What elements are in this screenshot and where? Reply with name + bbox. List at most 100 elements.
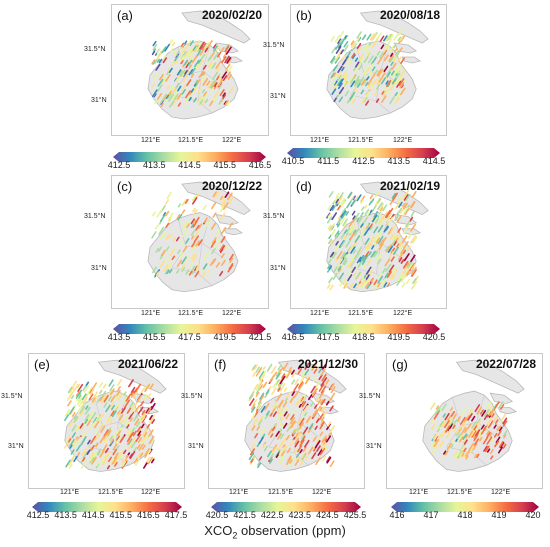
observation-streak — [402, 249, 407, 254]
observation-streak — [220, 199, 226, 207]
observation-streak — [358, 64, 363, 71]
observation-streak — [286, 447, 291, 454]
observation-streak — [69, 408, 75, 416]
observation-streak — [351, 210, 356, 216]
observation-streak — [211, 96, 218, 104]
observation-streak — [304, 368, 310, 376]
observation-streak — [433, 433, 438, 440]
colorbar-tick-label: 415.5 — [109, 510, 133, 520]
observation-streak — [260, 370, 267, 379]
observation-streak — [337, 71, 342, 78]
observation-streak — [184, 50, 189, 58]
observation-streak — [113, 402, 120, 412]
colorbar-f — [211, 499, 361, 512]
observation-streak — [285, 370, 292, 379]
observation-streak — [207, 55, 213, 62]
observation-streak — [354, 64, 361, 73]
observation-streak — [389, 79, 395, 86]
observation-streak — [152, 43, 158, 51]
observation-streak — [302, 446, 307, 453]
observation-streak — [278, 401, 283, 409]
observation-streak — [75, 396, 79, 402]
panel-date: 2020/12/22 — [201, 179, 262, 193]
observation-streak — [297, 428, 301, 434]
observation-streak — [210, 86, 215, 93]
observation-streak — [143, 431, 148, 438]
panel-label: (f) — [214, 357, 227, 372]
observation-streak — [227, 192, 233, 201]
observation-streak — [373, 216, 378, 224]
observation-streak — [305, 453, 310, 459]
observation-streak — [365, 100, 370, 106]
observation-streak — [317, 398, 322, 405]
observation-streak — [190, 67, 196, 75]
observation-streak — [388, 250, 394, 259]
observation-streak — [404, 208, 410, 216]
observation-streak — [184, 95, 191, 104]
observation-streak — [164, 199, 170, 205]
observation-streak — [136, 452, 142, 459]
observation-streak — [129, 432, 133, 438]
observation-streak — [385, 209, 391, 219]
observation-streak — [331, 212, 338, 221]
observation-streak — [382, 267, 387, 274]
observation-streak — [165, 210, 170, 217]
observation-streak — [79, 409, 85, 416]
observation-streak — [164, 268, 169, 275]
lat-label-bottom: 31°N — [366, 443, 382, 450]
observation-streak — [90, 411, 97, 420]
colorbar-tick-label: 419.5 — [213, 332, 237, 342]
observation-streak — [377, 198, 382, 204]
colorbar-tick-label: 414.5 — [422, 156, 446, 166]
observation-streak — [351, 52, 356, 59]
observation-streak — [272, 411, 277, 417]
observation-streak — [195, 224, 200, 231]
observation-streak — [103, 453, 107, 459]
observation-streak — [122, 396, 128, 404]
observation-streak — [281, 373, 286, 379]
observation-streak — [192, 45, 197, 51]
observation-streak — [175, 236, 180, 242]
observation-streak — [123, 414, 129, 423]
observation-streak — [391, 62, 397, 71]
observation-streak — [362, 80, 367, 85]
observation-streak — [327, 421, 332, 427]
colorbar-tick-label: 412.5 — [352, 156, 375, 166]
observation-streak — [334, 56, 340, 64]
observation-streak — [383, 35, 388, 42]
observation-streak — [202, 94, 208, 101]
observation-streak — [320, 368, 326, 376]
observation-streak — [434, 407, 440, 416]
observation-streak — [94, 415, 100, 424]
observation-streak — [382, 49, 387, 56]
observation-streak — [399, 69, 406, 77]
observation-streak — [441, 403, 447, 412]
observation-streak — [288, 366, 293, 373]
observation-streak — [337, 82, 343, 90]
observation-streak — [326, 212, 331, 219]
observation-streak — [379, 239, 385, 247]
observation-streak — [220, 253, 225, 259]
observation-streak — [220, 46, 225, 53]
lon-label-2: 121.5°E — [98, 489, 123, 496]
observation-streak — [297, 364, 302, 370]
observation-streak — [335, 240, 339, 246]
observation-streak — [453, 451, 458, 457]
observation-streak — [318, 374, 323, 381]
observation-streak — [396, 235, 401, 242]
observation-streak — [285, 413, 290, 420]
observation-streak — [283, 422, 288, 429]
observation-streak — [130, 392, 135, 398]
observation-streak — [102, 383, 107, 389]
observation-streak — [156, 48, 161, 54]
observation-streak — [211, 237, 217, 244]
observation-streak — [112, 448, 118, 456]
colorbar-d — [287, 321, 440, 334]
observation-streak — [64, 413, 70, 422]
observation-streak — [86, 449, 91, 455]
observation-streak — [225, 71, 231, 79]
observation-streak — [345, 211, 350, 216]
observation-streak — [322, 411, 327, 418]
lat-label-top: 31.5°N — [84, 46, 106, 53]
observation-streak — [386, 33, 392, 41]
